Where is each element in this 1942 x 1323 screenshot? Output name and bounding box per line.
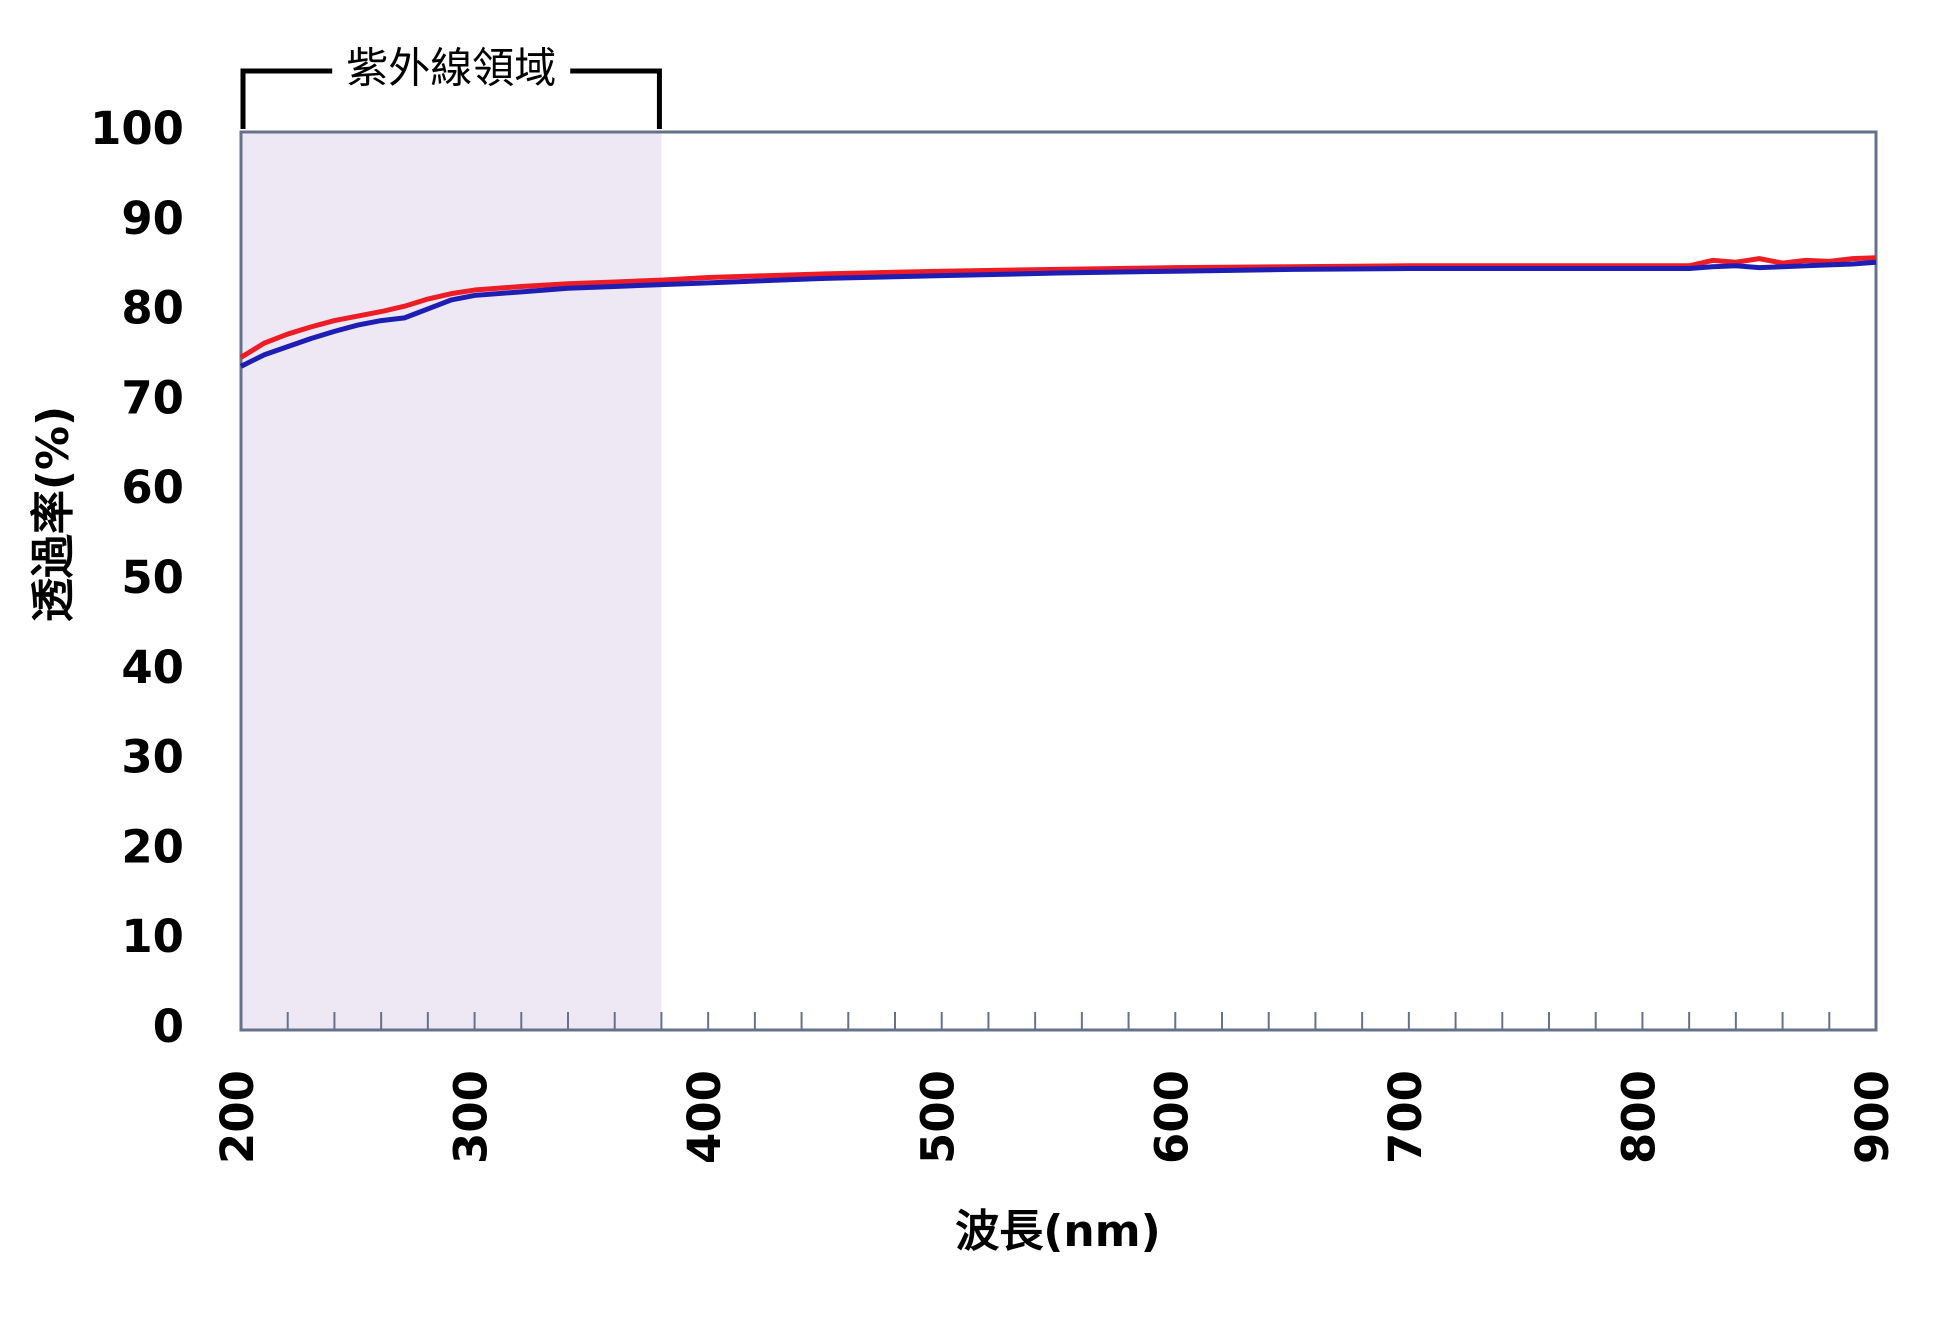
- x-tick-label: 500: [912, 1070, 965, 1164]
- y-tick-label: 80: [121, 282, 184, 335]
- x-tick-label: 800: [1612, 1070, 1665, 1164]
- x-tick-label: 300: [445, 1070, 498, 1164]
- x-tick-label: 200: [211, 1070, 264, 1164]
- y-tick-label: 10: [121, 910, 184, 963]
- x-tick-label: 900: [1846, 1070, 1899, 1164]
- y-tick-label: 40: [121, 641, 184, 694]
- y-tick-label: 30: [121, 731, 184, 784]
- y-tick-label: 20: [121, 820, 184, 873]
- x-tick-label: 600: [1145, 1070, 1198, 1164]
- x-tick-label: 400: [678, 1070, 731, 1164]
- y-tick-label: 70: [121, 371, 184, 424]
- y-tick-label: 90: [121, 192, 184, 245]
- y-tick-label: 100: [90, 102, 184, 155]
- y-axis-title: 透過率(%): [28, 406, 79, 622]
- series-line: [239, 255, 1877, 360]
- region-label: 紫外線領域: [346, 44, 556, 93]
- y-tick-label: 0: [153, 1000, 184, 1053]
- region-bracket: [240, 68, 662, 129]
- y-tick-label: 60: [121, 461, 184, 514]
- plot-frame: [239, 130, 1878, 1032]
- x-axis-title: 波長(nm): [955, 1206, 1160, 1257]
- x-tick-label: 700: [1379, 1070, 1432, 1164]
- y-tick-label: 50: [121, 551, 184, 604]
- highlight-region: [241, 132, 662, 1030]
- series-line: [239, 259, 1877, 369]
